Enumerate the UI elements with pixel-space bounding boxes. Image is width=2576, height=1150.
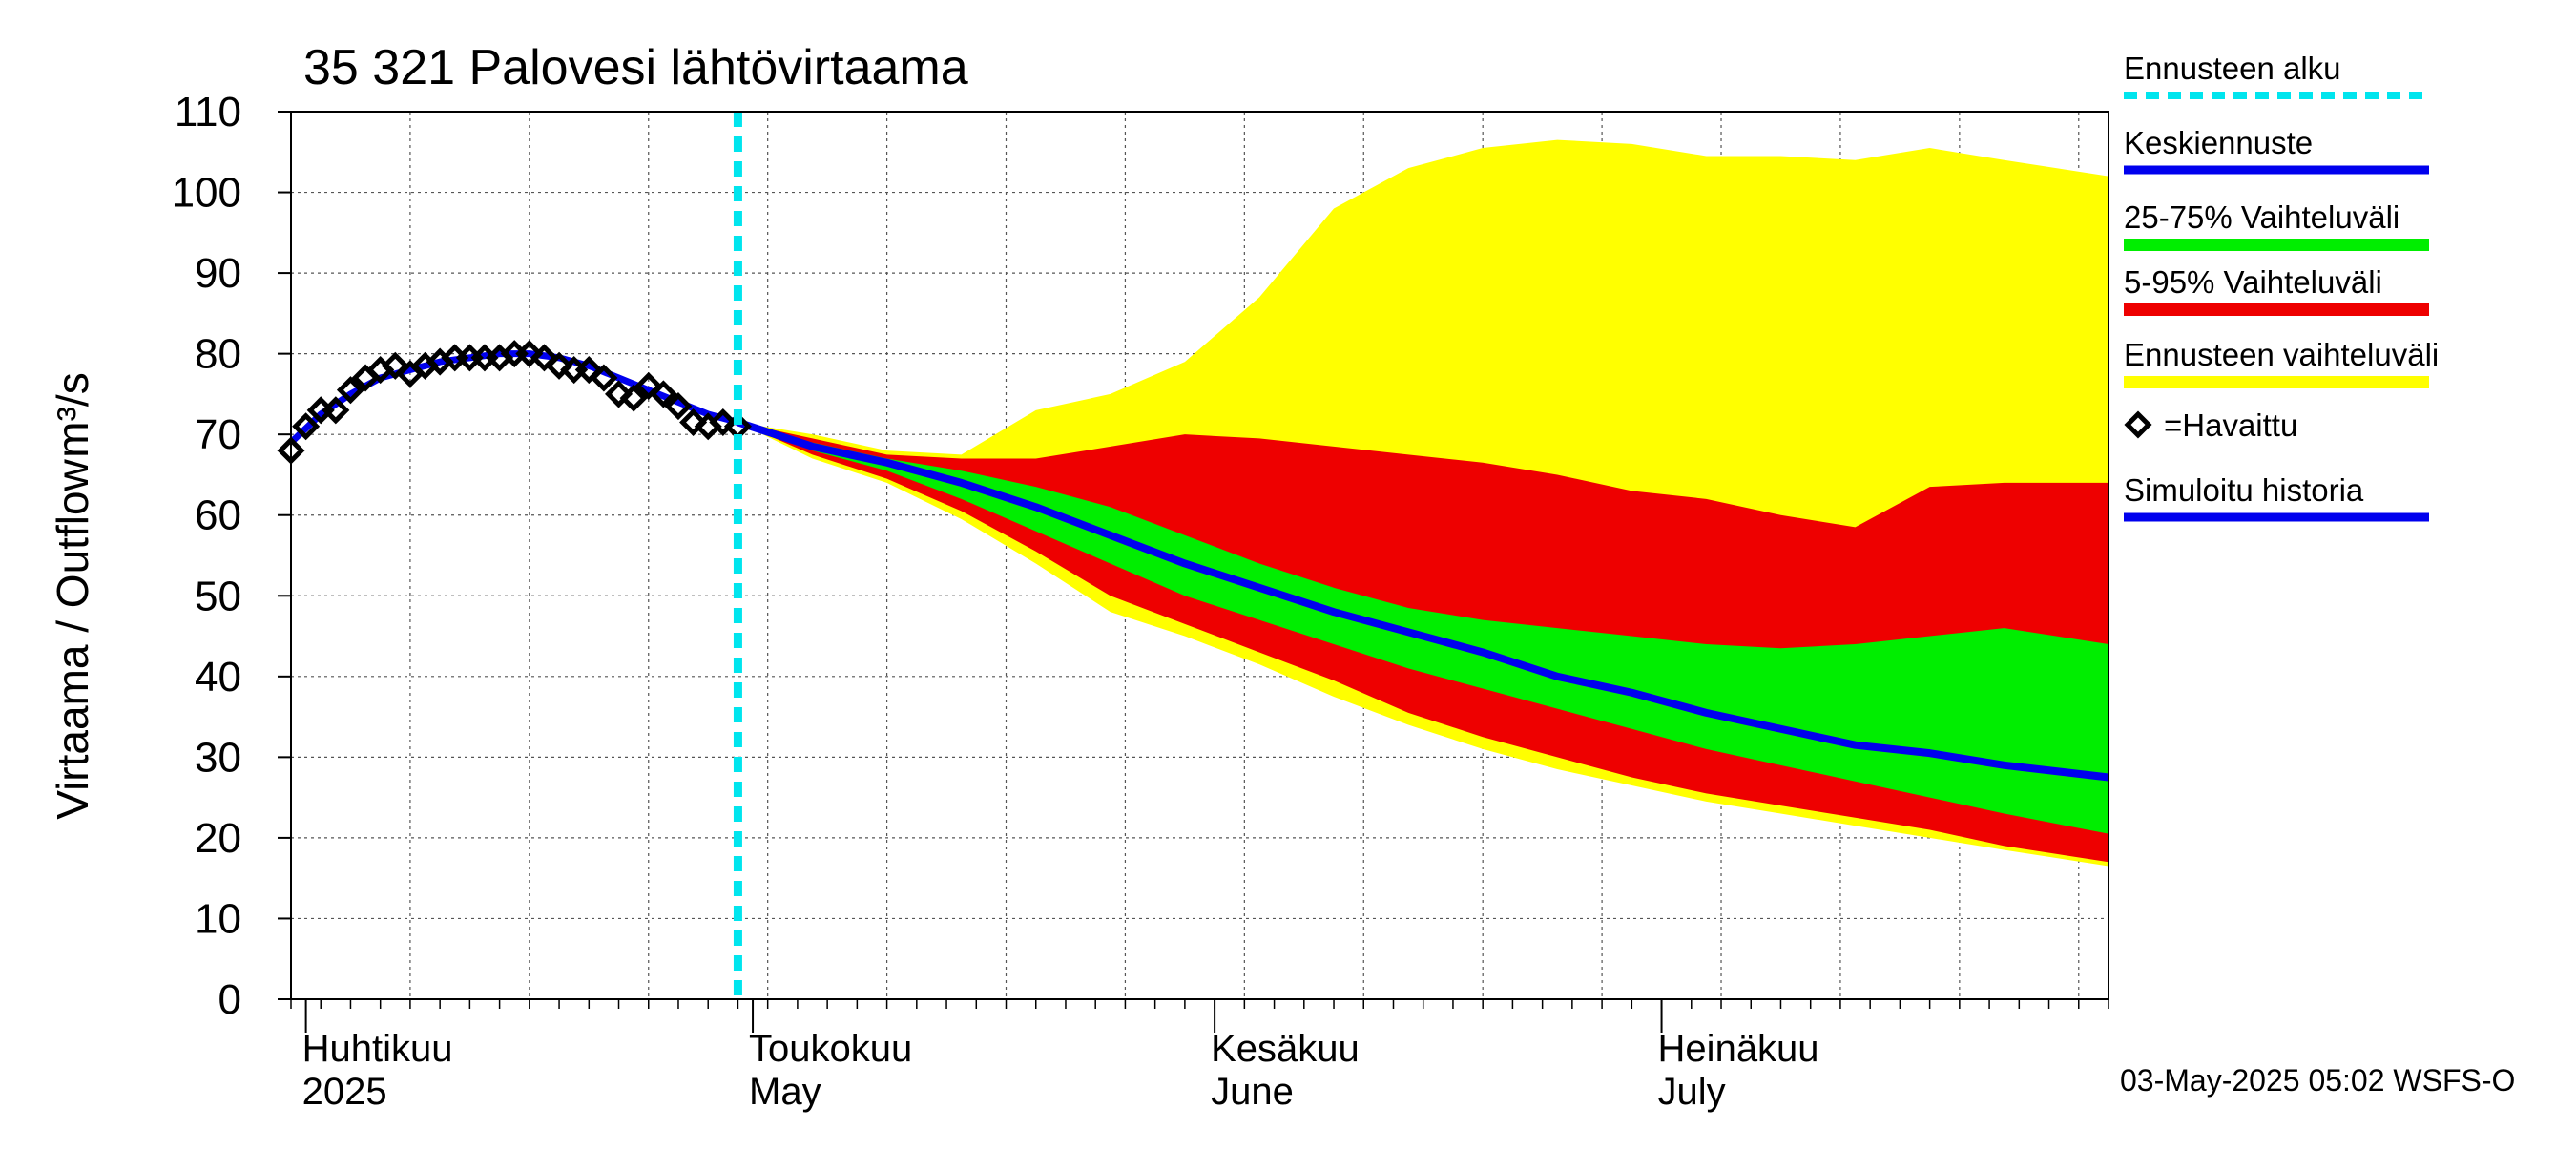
month-sublabel: June bbox=[1211, 1071, 1294, 1113]
y-tick-label: 70 bbox=[195, 411, 241, 458]
legend-label: 25-75% Vaihteluväli bbox=[2124, 199, 2399, 235]
y-tick-label: 40 bbox=[195, 654, 241, 700]
month-label: Huhtikuu bbox=[302, 1028, 453, 1070]
observed-point bbox=[515, 340, 544, 368]
observed-point bbox=[590, 364, 618, 392]
y-tick-label: 60 bbox=[195, 492, 241, 539]
legend-swatch bbox=[2124, 410, 2152, 439]
observed-point bbox=[322, 396, 350, 425]
legend-swatch bbox=[2124, 239, 2429, 251]
y-tick-label: 30 bbox=[195, 734, 241, 781]
observed-point bbox=[619, 384, 648, 412]
month-sublabel: May bbox=[749, 1071, 821, 1113]
median-forecast-line bbox=[737, 418, 2109, 782]
y-tick-label: 10 bbox=[195, 895, 241, 942]
timestamp-footer: 03-May-2025 05:02 WSFS-O bbox=[2120, 1063, 2515, 1098]
y-axis-unit: m³/s bbox=[48, 372, 97, 457]
observed-point bbox=[530, 344, 558, 372]
month-label: Toukokuu bbox=[749, 1028, 912, 1070]
y-tick-label: 20 bbox=[195, 815, 241, 862]
chart-title: 35 321 Palovesi lähtövirtaama bbox=[303, 40, 968, 95]
y-axis-label-group: Virtaama / Outflow m³/s bbox=[48, 372, 97, 819]
legend-item: 5-95% Vaihteluväli bbox=[2124, 264, 2429, 316]
legend-swatch bbox=[2124, 303, 2429, 316]
month-sublabel: 2025 bbox=[302, 1071, 387, 1113]
observed-point bbox=[679, 408, 708, 437]
legend-item: =Havaittu bbox=[2124, 408, 2297, 443]
observed-point bbox=[634, 371, 663, 400]
y-tick-label: 110 bbox=[175, 89, 241, 136]
month-label: Kesäkuu bbox=[1211, 1028, 1360, 1070]
observed-point bbox=[336, 376, 364, 405]
observed-point bbox=[709, 408, 737, 437]
observed-point bbox=[664, 392, 693, 421]
legend-item: Keskiennuste bbox=[2124, 125, 2429, 175]
legend-label: Ennusteen alku bbox=[2124, 51, 2341, 86]
observed-point bbox=[604, 380, 634, 408]
legend-item: Ennusteen vaihteluväli bbox=[2124, 337, 2439, 388]
observed-point bbox=[649, 380, 677, 408]
legend-item: Ennusteen alku bbox=[2124, 51, 2429, 99]
y-tick-label: 0 bbox=[218, 976, 241, 1023]
plot-frame bbox=[290, 111, 2109, 1000]
legend-item: 25-75% Vaihteluväli bbox=[2124, 199, 2429, 251]
observed-point bbox=[545, 351, 573, 380]
y-tick-label: 90 bbox=[195, 250, 241, 297]
legend-label: Simuloitu historia bbox=[2124, 472, 2364, 508]
legend-label: =Havaittu bbox=[2164, 408, 2297, 443]
legend-label: 5-95% Vaihteluväli bbox=[2124, 264, 2382, 300]
legend-swatch bbox=[2124, 376, 2429, 388]
legend-label: Keskiennuste bbox=[2124, 125, 2313, 160]
y-axis-label: Virtaama / Outflow bbox=[48, 458, 97, 819]
observed-point bbox=[381, 351, 409, 380]
month-sublabel: July bbox=[1658, 1071, 1726, 1113]
month-label: Heinäkuu bbox=[1658, 1028, 1819, 1070]
y-tick-label: 50 bbox=[195, 573, 241, 619]
observed-point bbox=[574, 356, 603, 385]
legend-label: Ennusteen vaihteluväli bbox=[2124, 337, 2439, 372]
legend-item: Simuloitu historia bbox=[2124, 472, 2429, 522]
y-tick-label: 80 bbox=[195, 331, 241, 378]
observed-point bbox=[292, 412, 321, 441]
y-tick-label: 100 bbox=[172, 170, 241, 217]
